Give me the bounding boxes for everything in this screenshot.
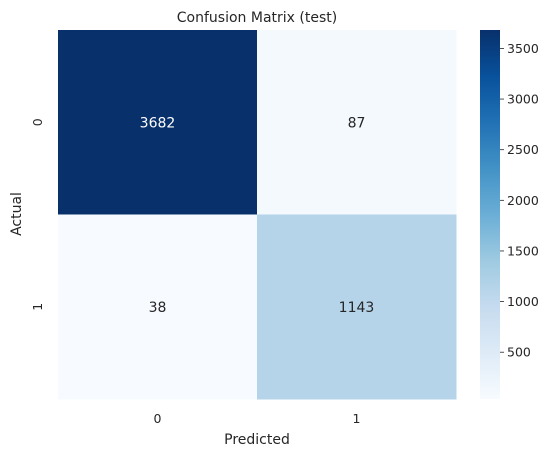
y-tick-label: 0	[30, 118, 45, 126]
y-tick-labels: 01	[30, 118, 45, 311]
x-tick-label: 0	[154, 411, 162, 426]
heatmap-cell	[257, 214, 457, 400]
heatmap-cell	[58, 214, 258, 400]
chart-title: Confusion Matrix (test)	[177, 10, 337, 26]
cell-value-label: 1143	[339, 300, 375, 316]
colorbar-tick-label: 3000	[507, 92, 539, 107]
colorbar	[480, 30, 500, 399]
colorbar-tick-label: 1500	[507, 243, 539, 258]
colorbar-tick-label: 3500	[507, 41, 539, 56]
colorbar-tick-label: 500	[507, 345, 531, 360]
y-axis-label: Actual	[9, 192, 25, 236]
y-tick-label: 1	[30, 303, 45, 311]
colorbar-tick-label: 1000	[507, 294, 539, 309]
heatmap-cell	[58, 30, 258, 215]
cell-value-label: 38	[149, 300, 167, 316]
x-axis-label: Predicted	[224, 432, 290, 448]
colorbar-ticks: 500 1000 1500 2000 2500 3000 3500	[500, 41, 539, 360]
x-tick-label: 1	[353, 411, 361, 426]
heatmap-cell	[257, 30, 457, 215]
heatmap-cells: 3682 87 38 1143	[58, 30, 457, 400]
cell-value-label: 87	[348, 115, 366, 131]
colorbar-tick-label: 2000	[507, 193, 539, 208]
colorbar-tick-label: 2500	[507, 142, 539, 157]
cell-value-label: 3682	[140, 115, 176, 131]
